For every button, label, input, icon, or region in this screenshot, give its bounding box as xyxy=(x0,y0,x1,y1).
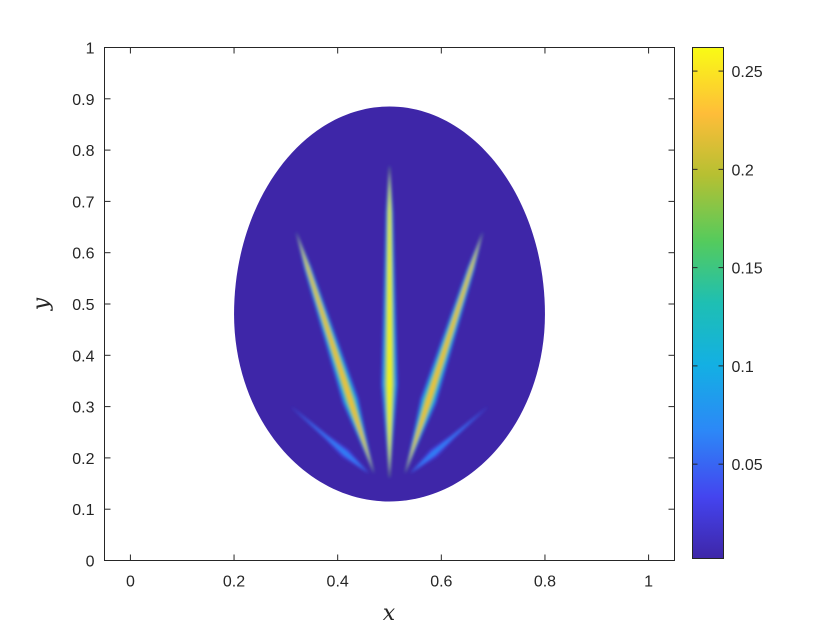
streak-layer xyxy=(405,232,483,474)
x-axis-label: x xyxy=(383,601,396,626)
streak-inner-right xyxy=(405,232,483,474)
y-tick-label: 0.6 xyxy=(72,246,94,263)
colorbar-tick-label: 0.05 xyxy=(732,457,763,474)
y-tick-label: 0.3 xyxy=(72,400,94,417)
x-tick-label: 0.4 xyxy=(327,574,349,591)
y-tick-label: 0.2 xyxy=(72,451,94,468)
x-tick-label: 0.8 xyxy=(534,574,556,591)
colorbar-tick-label: 0.15 xyxy=(732,261,763,278)
streak-layer xyxy=(387,165,392,479)
y-axis: 0 0.1 0.2 0.3 0.4 0.5 0.6 0.7 0.8 0.9 1 xyxy=(72,41,675,571)
colorbar-tick-label: 0.1 xyxy=(732,359,754,376)
colorbar-tick-label: 0.25 xyxy=(732,64,763,81)
colorbar-ticks: 0.05 0.1 0.15 0.2 0.25 xyxy=(692,64,763,474)
streak-layer xyxy=(410,406,488,474)
x-tick-label: 0.2 xyxy=(223,574,245,591)
x-tick-label: 0 xyxy=(126,574,135,591)
y-tick-label: 0.8 xyxy=(72,143,94,160)
streak-layer xyxy=(291,406,369,474)
y-tick-label: 0.5 xyxy=(72,297,94,314)
y-tick-label: 0.4 xyxy=(72,348,94,365)
y-axis-label: y xyxy=(29,297,54,311)
y-tick-label: 0.1 xyxy=(72,502,94,519)
streak-group xyxy=(291,165,488,479)
y-tick-label: 0 xyxy=(86,554,95,571)
streak-inner-left xyxy=(296,232,374,474)
streak-outer-right xyxy=(410,406,488,474)
y-tick-label: 1 xyxy=(86,41,95,58)
colorbar-tick-label: 0.2 xyxy=(732,162,754,179)
streak-layer xyxy=(296,232,374,474)
colorbar xyxy=(692,47,724,559)
streak-outer-left xyxy=(291,406,369,474)
y-tick-label: 0.9 xyxy=(72,92,94,109)
streak-center xyxy=(381,165,398,479)
y-tick-label: 0.7 xyxy=(72,194,94,211)
x-axis: 0 0.2 0.4 0.6 0.8 1 xyxy=(126,47,653,591)
x-tick-label: 0.6 xyxy=(430,574,452,591)
x-tick-label: 1 xyxy=(644,574,653,591)
